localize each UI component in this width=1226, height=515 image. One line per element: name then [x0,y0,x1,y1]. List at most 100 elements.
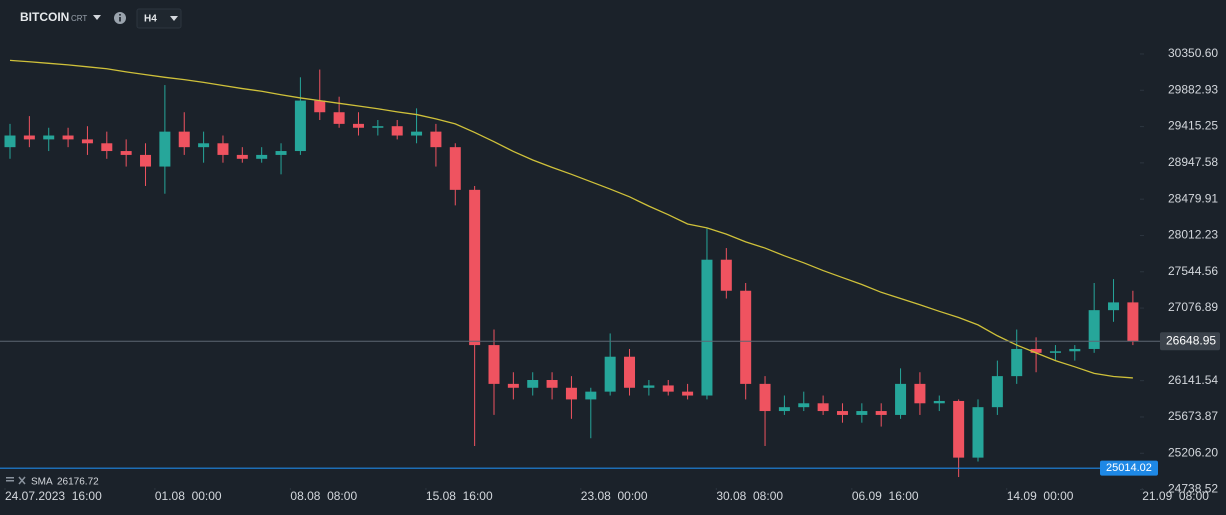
candle-body [469,189,481,346]
candle-body [972,407,984,458]
y-tick-label: 25673.87 [1168,409,1218,423]
candle-body [236,154,248,159]
candle-body [430,131,442,148]
timeframe-dropdown [170,16,178,21]
candle-body [604,356,616,392]
y-tick-label: 29882.93 [1168,82,1218,96]
candle-body [527,380,539,388]
y-tick-label: 26141.54 [1168,373,1218,387]
candle-body [352,123,364,128]
candle-body [798,403,810,408]
candle-body [991,376,1003,408]
x-tick-label: 24.07.2023 16:00 [5,489,102,503]
info-icon-glyph [119,14,121,16]
candle-body [740,290,752,384]
y-tick-label: 28012.23 [1168,228,1218,242]
candle-body [720,259,732,291]
candle-body [372,126,384,128]
sma-line [9,59,1133,379]
candle-body [391,126,403,136]
candle-body [624,356,636,388]
candle-body [256,154,268,159]
candle-body [1030,348,1042,353]
candle-body [701,259,713,396]
candle-body [101,143,113,152]
symbol[interactable]: BITCOIN [20,10,69,24]
legend-name: SMA [31,477,53,488]
candle-body [314,100,326,113]
candle-body [1088,310,1100,349]
candle-body [449,147,461,190]
y-tick-label: 28479.91 [1168,191,1218,205]
candle-body [682,391,694,396]
y-tick-label: 24738.52 [1168,482,1218,496]
legend-settings-icon [6,480,14,482]
x-tick-label: 30.08 08:00 [716,489,783,503]
candle-body [895,383,907,415]
y-tick-label: 29415.25 [1168,119,1218,133]
y-tick-label: 27076.89 [1168,300,1218,314]
candle-body [23,135,35,140]
y-tick-label: 27544.56 [1168,264,1218,278]
candle-body [198,143,210,148]
candle-body [507,383,519,388]
candle-body [4,135,16,148]
candle-body [1127,302,1139,342]
info-icon-glyph [119,17,121,22]
candle-body [565,387,577,400]
candle-body [914,383,926,404]
x-tick-label: 15.08 16:00 [426,489,493,503]
candle-body [546,380,558,388]
x-tick-label: 06.09 16:00 [852,489,919,503]
candle-body [585,391,597,400]
last-price-box [1160,332,1220,351]
candle-body [294,100,306,152]
candle-body [817,403,829,412]
candle-body [62,135,74,140]
timeframe: H4 [144,14,157,25]
candle-body [1069,348,1081,352]
x-tick-label: 14.09 00:00 [1007,489,1074,503]
candle-body [759,383,771,412]
candle-body [178,131,190,148]
legend-remove-icon[interactable] [18,476,26,485]
alert-price-label: 25014.02 [1106,462,1152,474]
candle-body [1011,348,1023,377]
candle-body [836,411,848,415]
candle-body [643,385,655,388]
candle-body [140,154,152,167]
candle-body [933,400,945,404]
x-tick-label: 01.08 00:00 [155,489,222,503]
y-tick-label: 30350.60 [1168,46,1218,60]
symbol-type: CRT [71,14,87,23]
candle-body [488,345,500,384]
candle-body [662,385,674,392]
plot-area [4,59,1139,478]
candle-body [275,151,287,155]
candle-body [411,131,423,136]
candle-body [120,151,132,155]
candle-body [856,411,868,415]
y-tick-label: 28947.58 [1168,155,1218,169]
x-tick-label: 08.08 08:00 [290,489,357,503]
candle-body [875,411,887,415]
candle-body [778,407,790,412]
candle-body [333,112,345,124]
candle-body [1108,302,1120,311]
candle-body [217,143,229,155]
x-tick-label: 21.09 08:00 [1142,489,1209,503]
y-tick-label: 25206.20 [1168,445,1218,459]
alert-price-box [1100,460,1158,476]
symbol-dropdown[interactable] [93,15,101,20]
last-price-label: 26648.95 [1166,333,1216,347]
candle-body [43,135,55,140]
x-tick-label: 23.08 00:00 [581,489,648,503]
candle-body [81,139,93,144]
candle-body [953,400,965,458]
timeframe-select[interactable] [136,8,182,29]
legend-value: 26176.72 [57,477,99,488]
legend-settings-icon[interactable] [6,477,14,479]
